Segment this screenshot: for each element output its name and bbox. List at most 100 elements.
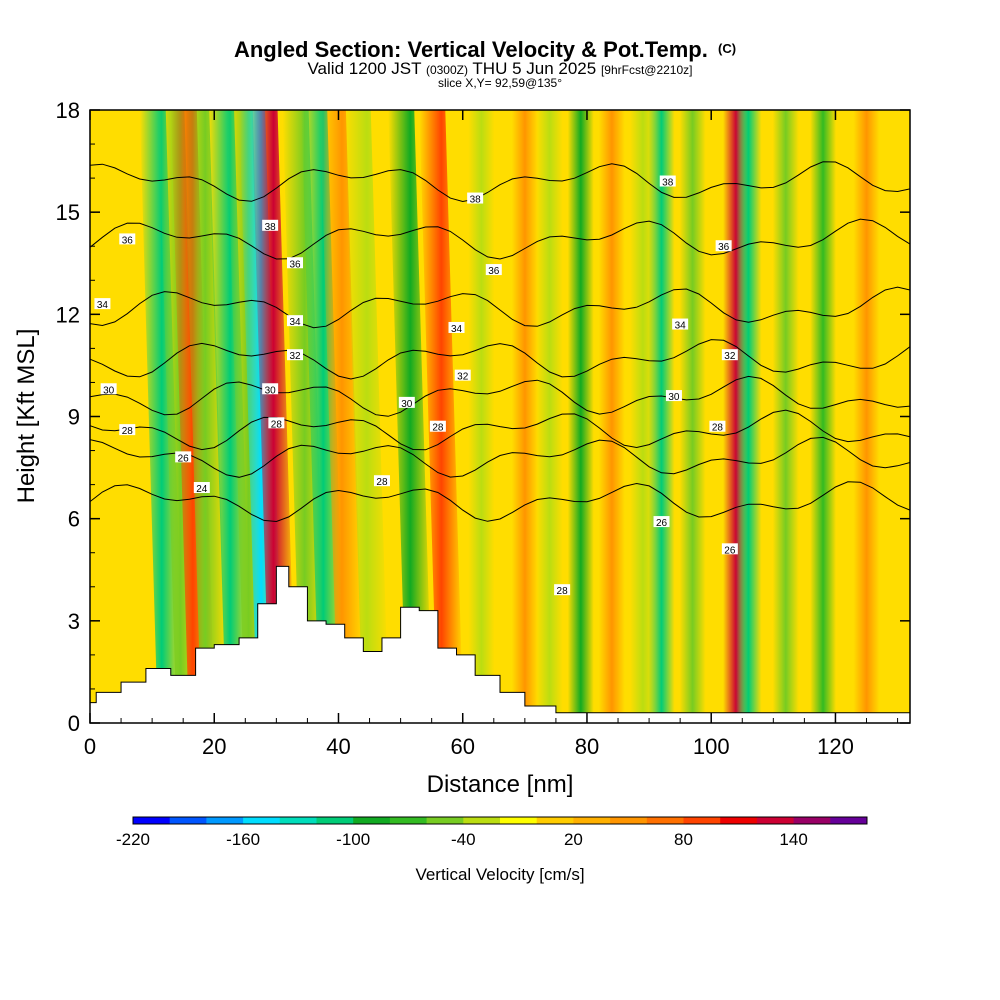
contour-label: 38 — [265, 222, 277, 233]
pot-temp-contours — [89, 161, 911, 523]
contour-label: 26 — [178, 453, 190, 464]
contour-label: 34 — [97, 300, 109, 311]
forecast-label: [9hrFcst@2210z] — [601, 63, 693, 77]
colorbar-tick-label: -100 — [336, 830, 370, 849]
colorbar-swatch — [243, 817, 281, 824]
contour-label: 36 — [122, 235, 134, 246]
contour-label-bg — [467, 192, 484, 204]
plot-area: 36 34 30 28 26 24 38 36 34 32 30 28 28 30 28 32 34 36 38 38… — [89, 109, 911, 724]
contour-label-bg — [429, 420, 446, 432]
colorbar-tick-label: -220 — [116, 830, 150, 849]
contour-label: 32 — [724, 351, 736, 362]
contour-label: 28 — [122, 426, 134, 437]
y-axis-label: Height [Kft MSL] — [13, 329, 40, 504]
contour-label: 28 — [271, 419, 283, 430]
colorbar-tick-label: 80 — [674, 830, 693, 849]
colorbar-swatch — [463, 817, 501, 824]
contour-label-bg — [100, 383, 117, 395]
colorbar-swatch — [683, 817, 721, 824]
chart-title: Angled Section: Vertical Velocity & Pot.… — [234, 37, 736, 62]
pot-temp-contour — [89, 375, 911, 417]
contour-label-bg — [653, 516, 670, 528]
colorbar-swatch — [279, 817, 317, 824]
contour-label: 28 — [712, 423, 724, 434]
contour-label: 36 — [488, 266, 500, 277]
velocity-band — [183, 110, 228, 723]
velocity-band — [319, 110, 364, 723]
x-tick-label: 60 — [450, 734, 474, 759]
contour-label-bg — [373, 475, 390, 487]
velocity-band — [511, 110, 538, 723]
contour-label-bg — [119, 424, 136, 436]
y-tick-label: 3 — [68, 609, 80, 634]
y-tick-label: 18 — [56, 98, 80, 123]
colorbar-swatch — [646, 817, 684, 824]
x-tick-label: 0 — [84, 734, 96, 759]
contour-label-bg — [94, 298, 111, 310]
colorbar-swatch — [536, 817, 574, 824]
pot-temp-contour — [89, 409, 911, 451]
contour-label: 24 — [196, 484, 208, 495]
contour-label: 36 — [289, 259, 301, 270]
velocity-band — [648, 110, 675, 723]
velocity-band — [598, 110, 625, 723]
contour-label: 36 — [718, 242, 730, 253]
contour-label: 30 — [401, 399, 413, 410]
chart-valid-line: Valid 1200 JST (0300Z) THU 5 Jun 2025 [9… — [307, 59, 692, 78]
contour-label: 30 — [103, 385, 115, 396]
y-tick-label: 12 — [56, 302, 80, 327]
colorbar-swatch — [389, 817, 428, 824]
contour-label-bg — [485, 264, 502, 276]
contour-label: 34 — [289, 317, 301, 328]
pot-temp-contour — [89, 481, 911, 523]
velocity-band — [853, 110, 880, 723]
contour-label-bg — [721, 543, 738, 555]
y-tick-label: 6 — [68, 507, 80, 532]
contour-label-bg — [715, 240, 732, 252]
contour-label-bg — [262, 383, 279, 395]
chart-title-unit: (C) — [718, 41, 736, 56]
contour-label-bg — [721, 349, 738, 361]
y-tick-label: 15 — [56, 200, 80, 225]
colorbar-swatch — [426, 817, 464, 824]
contour-label: 32 — [289, 351, 301, 362]
contour-labels: 36 34 30 28 26 24 38 36 34 32 30 28 28 30 28 32 34 36 38 38… — [94, 175, 738, 597]
contour-label: 26 — [656, 518, 668, 529]
contour-label-bg — [268, 417, 285, 429]
colorbar: -220 -160 -100 -40 20 80 140 — [116, 816, 868, 849]
colorbar-swatch — [830, 817, 868, 824]
terrain — [89, 565, 911, 724]
colorbar-tick-label: -40 — [451, 830, 476, 849]
contour-label: 28 — [557, 586, 569, 597]
contour-label-bg — [709, 420, 726, 432]
contour-label-bg — [659, 175, 676, 187]
x-tick-label: 20 — [202, 734, 226, 759]
valid-z: (0300Z) — [426, 63, 468, 77]
x-tick-label: 100 — [693, 734, 730, 759]
velocity-band — [772, 110, 799, 723]
contour-label: 26 — [724, 545, 736, 556]
contour-label: 28 — [376, 477, 388, 488]
contour-label-bg — [554, 584, 571, 596]
colorbar-swatch — [500, 817, 538, 824]
slice-label: slice X,Y= 92,59@135° — [438, 76, 562, 90]
colorbar-swatch — [316, 817, 354, 824]
colorbar-swatch — [353, 817, 391, 824]
contour-label-bg — [665, 390, 682, 402]
y-tick-label: 9 — [68, 405, 80, 430]
contour-label-bg — [448, 321, 465, 333]
colorbar-label: Vertical Velocity [cm/s] — [415, 865, 584, 884]
contour-label: 30 — [668, 392, 680, 403]
colorbar-tick-label: 20 — [564, 830, 583, 849]
velocity-band — [419, 110, 464, 723]
colorbar-frame — [132, 816, 868, 825]
velocity-band — [468, 110, 495, 723]
contour-label-bg — [287, 257, 303, 269]
velocity-band — [810, 110, 837, 723]
colorbar-swatch — [756, 817, 795, 824]
x-tick-label: 120 — [817, 734, 854, 759]
colorbar-swatch — [610, 817, 648, 824]
contour-label-bg — [262, 219, 279, 231]
